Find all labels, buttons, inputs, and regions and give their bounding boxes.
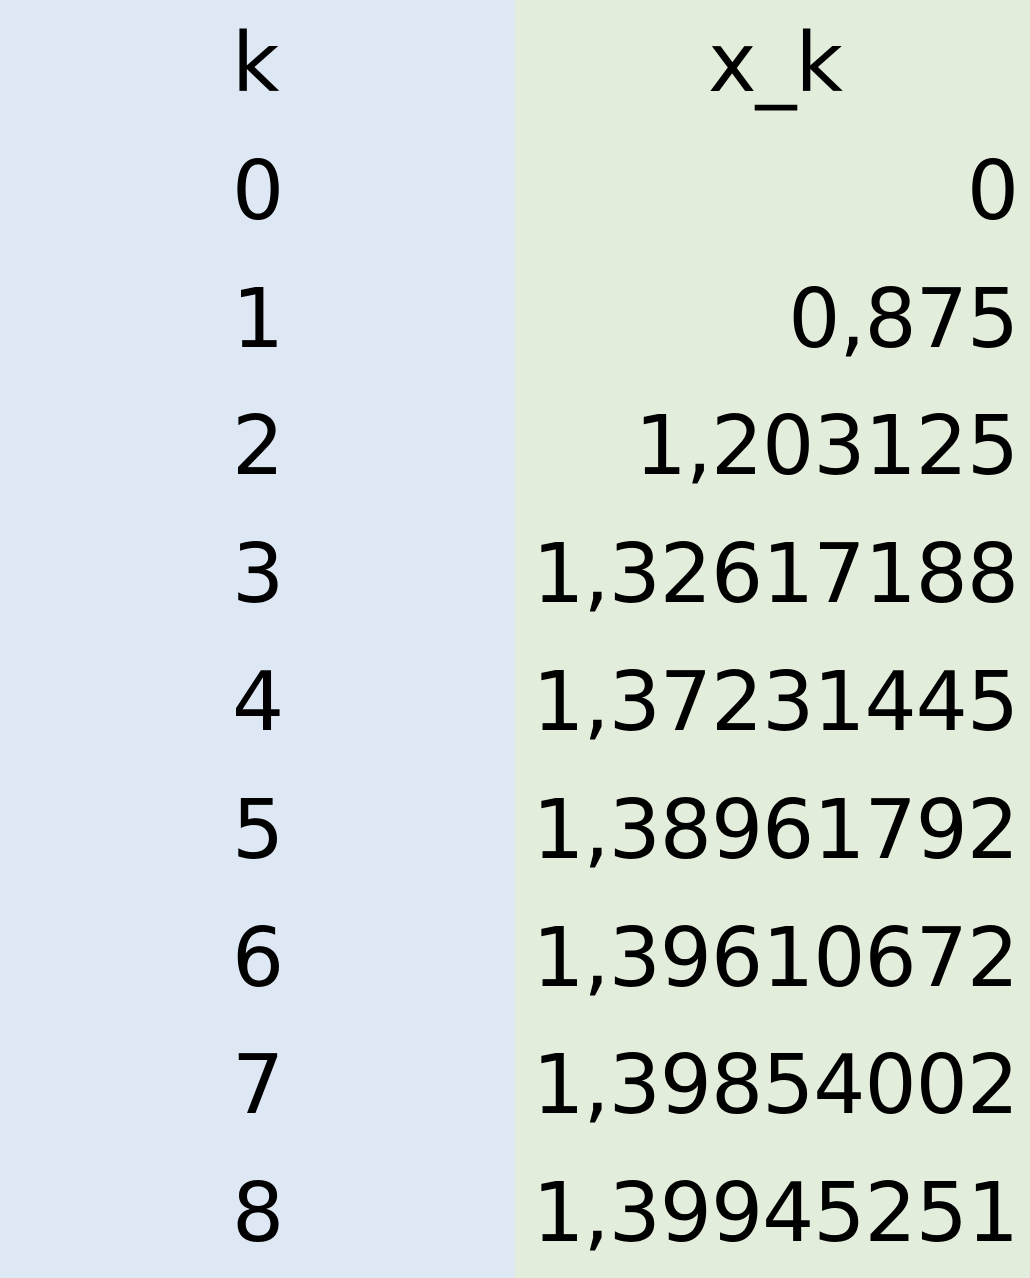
cell-x-4: 1,37231445 [532,654,1019,750]
cell-k-6: 6 [232,910,284,1006]
cell-k-7: 7 [232,1038,284,1134]
cell-k-2: 2 [232,399,284,495]
header-k: k [232,16,280,111]
cell-k-4: 4 [232,654,284,750]
cell-x-7: 1,39854002 [532,1038,1019,1134]
cell-k-1: 1 [232,271,284,367]
cell-x-8: 1,39945251 [532,1166,1019,1262]
cell-x-5: 1,38961792 [532,782,1019,878]
cell-k-0: 0 [232,143,284,239]
cell-k-3: 3 [232,527,284,623]
cell-x-6: 1,39610672 [532,910,1019,1006]
cell-x-1: 0,875 [788,271,1019,367]
header-x-k: x_k [708,16,843,111]
cell-x-2: 1,203125 [634,399,1019,495]
cell-k-5: 5 [232,782,284,878]
cell-k-8: 8 [232,1166,284,1262]
column-x-k: x_k 0 0,875 1,203125 1,32617188 1,372314… [515,0,1030,1278]
cell-x-0: 0 [966,143,1019,239]
column-k: k 0 1 2 3 4 5 6 7 8 [0,0,515,1278]
cell-x-3: 1,32617188 [532,527,1019,623]
